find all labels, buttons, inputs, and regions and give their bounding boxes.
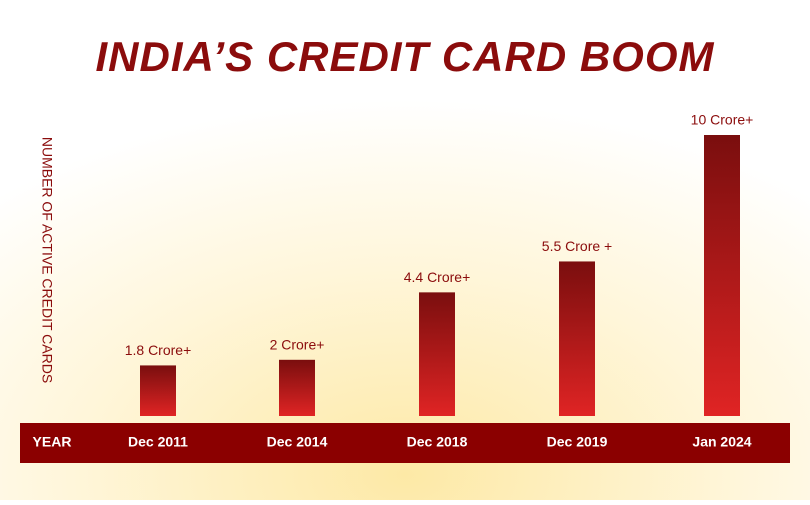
y-axis-label: NUMBER OF ACTIVE CREDIT CARDS: [39, 137, 55, 383]
x-tick-label: Dec 2019: [547, 434, 608, 450]
bar: [559, 261, 595, 416]
x-tick-label: Dec 2018: [407, 434, 468, 450]
x-axis-label: YEAR: [33, 434, 72, 450]
x-tick-label: Dec 2011: [128, 434, 188, 450]
bar: [704, 135, 740, 416]
year-band: [20, 423, 790, 463]
bar: [419, 292, 455, 416]
chart-title: INDIA’S CREDIT CARD BOOM: [95, 33, 714, 80]
x-tick-label: Dec 2014: [267, 434, 328, 450]
bar: [279, 359, 315, 416]
bar: [140, 365, 176, 416]
value-label: 2 Crore+: [270, 337, 325, 353]
value-label: 4.4 Crore+: [404, 269, 471, 285]
value-label: 10 Crore+: [691, 112, 754, 128]
value-label: 5.5 Crore +: [542, 238, 612, 254]
x-tick-label: Jan 2024: [692, 434, 751, 450]
value-label: 1.8 Crore+: [125, 342, 192, 358]
